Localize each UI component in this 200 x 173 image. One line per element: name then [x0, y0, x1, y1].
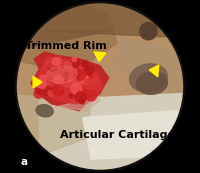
- Circle shape: [51, 88, 57, 94]
- Circle shape: [64, 61, 72, 70]
- Ellipse shape: [136, 72, 167, 94]
- Circle shape: [48, 63, 57, 71]
- Circle shape: [48, 70, 53, 76]
- Bar: [16, 153, 32, 170]
- Circle shape: [54, 57, 62, 65]
- Circle shape: [54, 75, 63, 84]
- Circle shape: [80, 80, 91, 91]
- Circle shape: [85, 83, 93, 91]
- Circle shape: [46, 71, 49, 74]
- Polygon shape: [25, 2, 168, 48]
- Ellipse shape: [46, 66, 77, 83]
- Circle shape: [140, 22, 157, 40]
- Circle shape: [16, 2, 184, 171]
- Circle shape: [62, 72, 73, 84]
- Circle shape: [47, 76, 50, 79]
- Circle shape: [38, 80, 45, 87]
- Polygon shape: [114, 38, 185, 95]
- Circle shape: [48, 90, 54, 96]
- Ellipse shape: [130, 64, 167, 92]
- Circle shape: [83, 64, 89, 71]
- Circle shape: [87, 71, 91, 75]
- Circle shape: [52, 58, 60, 65]
- Circle shape: [72, 72, 77, 77]
- Polygon shape: [15, 3, 117, 69]
- Circle shape: [92, 76, 99, 83]
- Circle shape: [60, 90, 63, 93]
- Circle shape: [58, 86, 63, 90]
- Circle shape: [61, 65, 64, 68]
- Circle shape: [69, 77, 77, 85]
- Circle shape: [37, 80, 46, 89]
- Text: Trimmed Rim: Trimmed Rim: [25, 41, 106, 51]
- Circle shape: [44, 81, 49, 85]
- Circle shape: [90, 76, 94, 80]
- Text: a: a: [20, 157, 27, 167]
- Circle shape: [86, 90, 97, 101]
- Polygon shape: [33, 76, 42, 88]
- Circle shape: [42, 85, 52, 96]
- Circle shape: [63, 77, 73, 87]
- Polygon shape: [55, 90, 100, 111]
- Circle shape: [79, 98, 85, 104]
- Circle shape: [87, 66, 94, 74]
- Ellipse shape: [36, 104, 53, 117]
- Circle shape: [34, 89, 43, 98]
- Circle shape: [36, 89, 41, 94]
- Circle shape: [80, 65, 84, 69]
- Circle shape: [71, 83, 82, 94]
- Circle shape: [72, 74, 78, 80]
- Circle shape: [54, 63, 57, 66]
- Circle shape: [69, 94, 73, 98]
- Circle shape: [71, 76, 78, 83]
- Circle shape: [84, 79, 95, 90]
- Circle shape: [80, 75, 89, 84]
- Polygon shape: [36, 59, 103, 104]
- Circle shape: [52, 85, 63, 96]
- Circle shape: [62, 76, 68, 81]
- Circle shape: [60, 92, 63, 95]
- Circle shape: [85, 83, 93, 90]
- Polygon shape: [94, 52, 106, 61]
- Circle shape: [74, 74, 79, 78]
- Polygon shape: [31, 52, 109, 111]
- Circle shape: [70, 58, 79, 68]
- Circle shape: [73, 80, 80, 87]
- Polygon shape: [83, 111, 178, 159]
- Polygon shape: [39, 93, 185, 171]
- Circle shape: [75, 92, 86, 103]
- Polygon shape: [17, 95, 91, 152]
- Polygon shape: [149, 65, 159, 77]
- Circle shape: [46, 74, 49, 77]
- Circle shape: [72, 57, 77, 62]
- Circle shape: [81, 60, 89, 68]
- Circle shape: [74, 69, 85, 80]
- Circle shape: [45, 57, 55, 67]
- Circle shape: [69, 70, 78, 79]
- Circle shape: [40, 75, 47, 82]
- Text: Articular Cartilage: Articular Cartilage: [60, 130, 175, 140]
- Circle shape: [48, 85, 51, 88]
